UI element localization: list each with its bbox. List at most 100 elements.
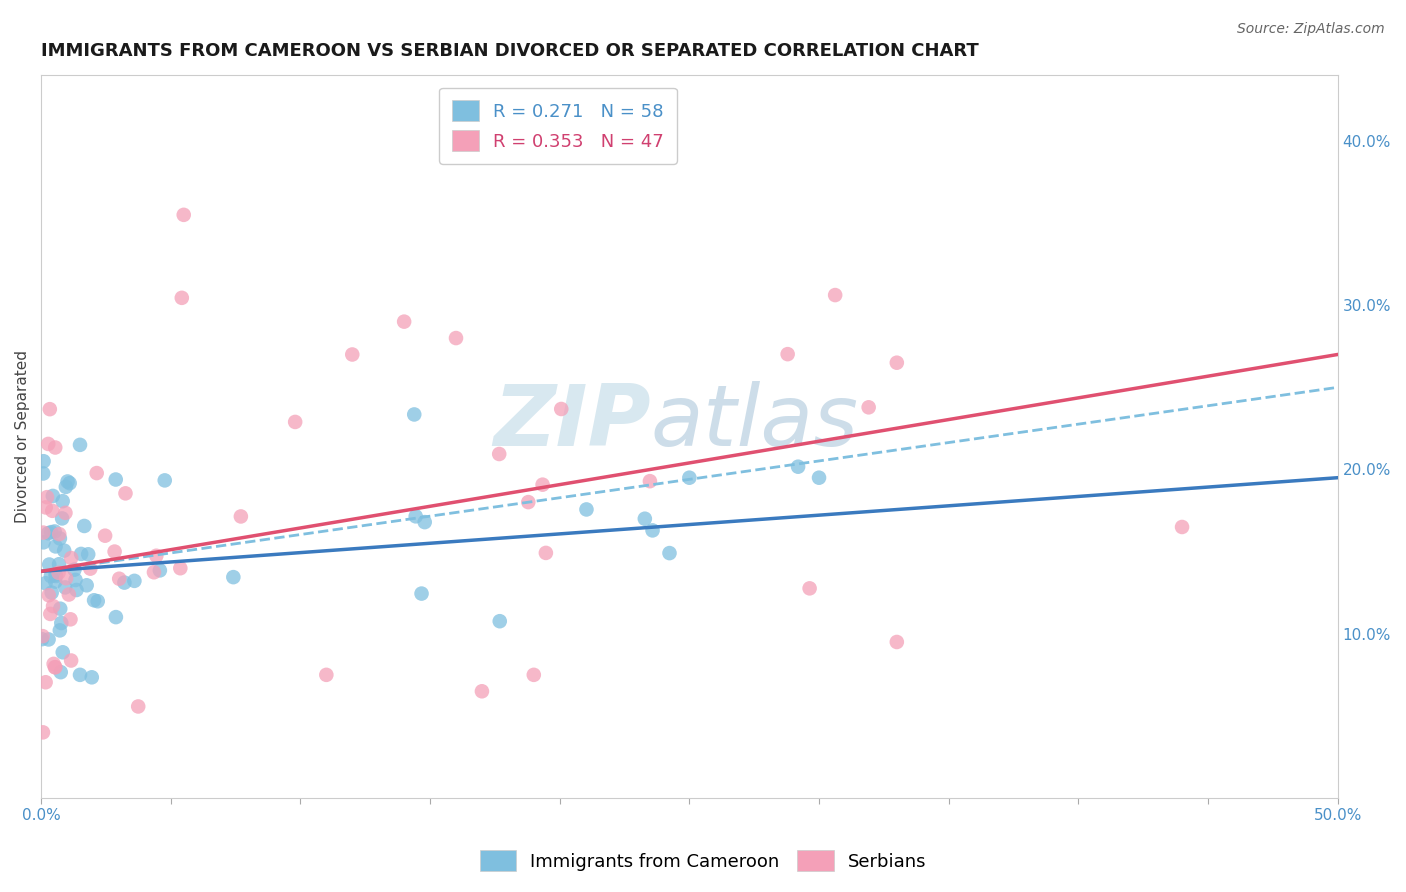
Point: [45, 540, 67, 554]
Point: [32, 454, 55, 468]
Point: [42, 657, 65, 671]
Point: [222, 570, 245, 584]
Point: [58, 588, 80, 602]
Point: [55, 571, 77, 585]
Point: [42, 599, 65, 613]
Point: [170, 291, 193, 305]
Legend: Immigrants from Cameroon, Serbians: Immigrants from Cameroon, Serbians: [472, 843, 934, 879]
Point: [104, 610, 127, 624]
Point: [59, 476, 82, 491]
Point: [392, 315, 415, 329]
Point: [886, 356, 908, 370]
Point: [56, 475, 79, 489]
Point: [55, 480, 77, 494]
Point: [42, 489, 65, 503]
Point: [575, 502, 598, 516]
Y-axis label: Divorced or Separated: Divorced or Separated: [15, 351, 30, 523]
Point: [173, 208, 195, 222]
Point: [787, 459, 810, 474]
Point: [35, 490, 58, 504]
Point: [488, 447, 510, 461]
Point: [38, 402, 60, 417]
Point: [886, 635, 908, 649]
Point: [63, 563, 86, 577]
Point: [34, 675, 56, 690]
Point: [49, 665, 72, 680]
Point: [39, 525, 62, 540]
Point: [127, 699, 149, 714]
Point: [404, 408, 426, 422]
Point: [73, 519, 96, 533]
Point: [142, 566, 165, 580]
Point: [284, 415, 307, 429]
Text: IMMIGRANTS FROM CAMEROON VS SERBIAN DIVORCED OR SEPARATED CORRELATION CHART: IMMIGRANTS FROM CAMEROON VS SERBIAN DIVO…: [41, 42, 979, 60]
Point: [471, 684, 494, 698]
Point: [49, 601, 72, 615]
Point: [34, 576, 56, 591]
Point: [83, 593, 105, 607]
Point: [38, 588, 60, 602]
Legend: R = 0.271   N = 58, R = 0.353   N = 47: R = 0.271 N = 58, R = 0.353 N = 47: [439, 87, 676, 164]
Point: [86, 466, 108, 480]
Point: [315, 668, 337, 682]
Point: [49, 624, 72, 638]
Point: [59, 612, 82, 626]
Point: [411, 586, 433, 600]
Point: [31, 632, 53, 647]
Point: [32, 725, 55, 739]
Point: [48, 566, 70, 580]
Point: [799, 582, 821, 596]
Point: [60, 551, 83, 566]
Point: [104, 473, 127, 487]
Point: [44, 567, 66, 582]
Point: [658, 546, 681, 560]
Point: [534, 546, 557, 560]
Point: [39, 607, 62, 621]
Point: [37, 526, 59, 541]
Point: [69, 668, 91, 682]
Text: ZIP: ZIP: [494, 381, 651, 464]
Point: [638, 474, 661, 488]
Point: [94, 529, 117, 543]
Point: [70, 547, 93, 561]
Point: [87, 594, 110, 608]
Point: [55, 506, 77, 520]
Point: [444, 331, 467, 345]
Point: [808, 471, 831, 485]
Point: [80, 670, 103, 684]
Point: [38, 558, 60, 572]
Point: [51, 615, 73, 630]
Point: [44, 660, 66, 674]
Point: [69, 438, 91, 452]
Point: [32, 467, 55, 481]
Point: [52, 494, 75, 508]
Point: [45, 569, 67, 583]
Point: [678, 471, 700, 485]
Text: Source: ZipAtlas.com: Source: ZipAtlas.com: [1237, 22, 1385, 37]
Point: [413, 515, 436, 529]
Point: [517, 495, 540, 509]
Point: [1171, 520, 1194, 534]
Point: [53, 543, 76, 558]
Point: [641, 524, 664, 538]
Point: [153, 474, 176, 488]
Point: [51, 511, 73, 525]
Point: [35, 500, 58, 515]
Point: [824, 288, 846, 302]
Point: [523, 668, 546, 682]
Point: [169, 561, 191, 575]
Point: [76, 578, 98, 592]
Point: [48, 527, 70, 541]
Point: [488, 614, 510, 628]
Point: [41, 585, 63, 599]
Point: [44, 574, 66, 589]
Point: [60, 653, 83, 667]
Point: [149, 563, 172, 577]
Point: [342, 347, 364, 361]
Text: atlas: atlas: [651, 381, 859, 464]
Point: [49, 532, 72, 546]
Point: [112, 575, 135, 590]
Point: [44, 441, 66, 455]
Point: [104, 544, 127, 558]
Point: [41, 504, 63, 518]
